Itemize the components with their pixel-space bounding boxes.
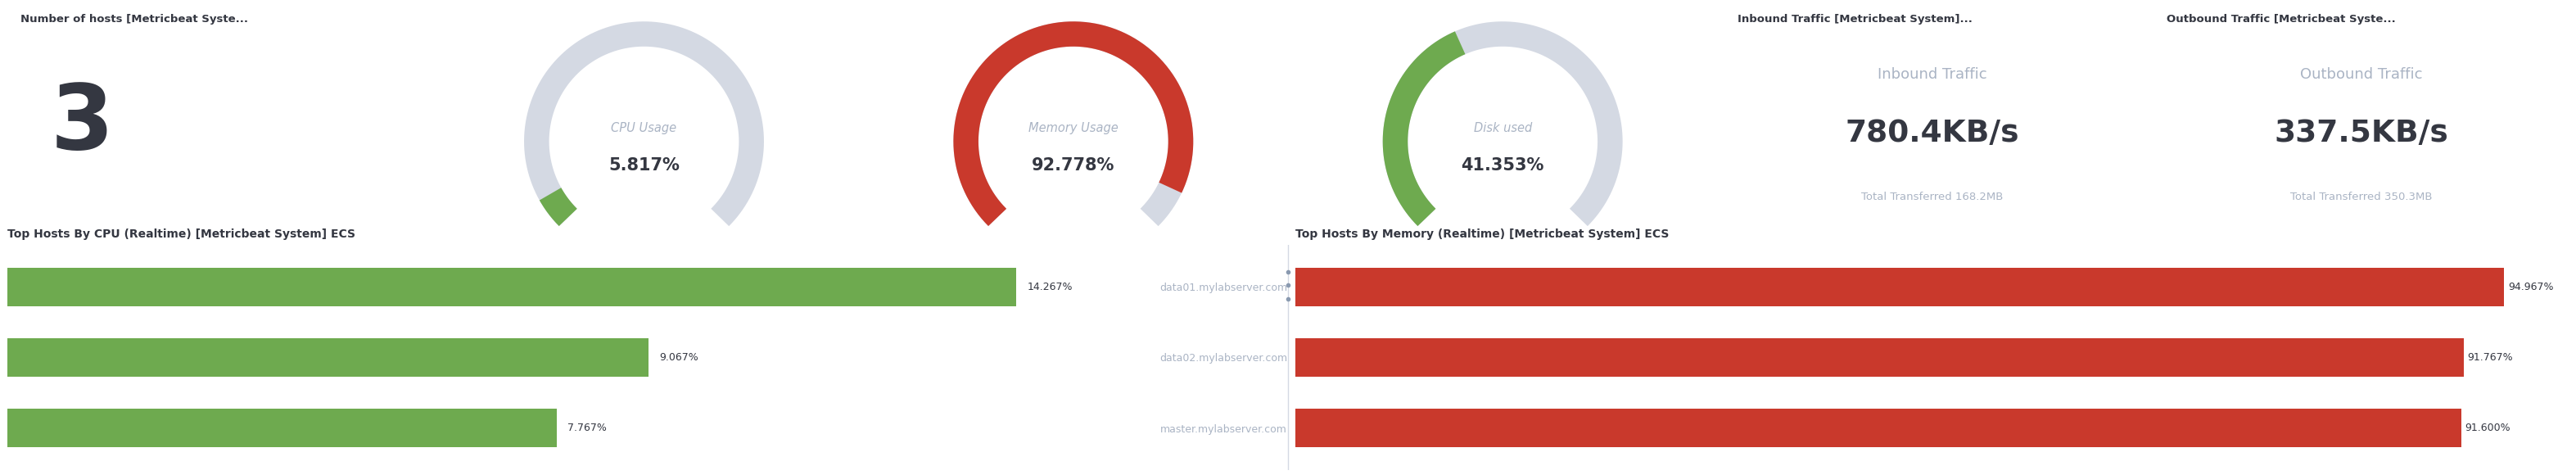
Text: Top Hosts By CPU (Realtime) [Metricbeat System] ECS: Top Hosts By CPU (Realtime) [Metricbeat … — [8, 228, 355, 240]
Text: 41.353%: 41.353% — [1461, 157, 1543, 173]
Text: 5.817%: 5.817% — [608, 157, 680, 173]
Text: Total Transferred 168.2MB: Total Transferred 168.2MB — [1860, 191, 2004, 202]
Bar — [8, 338, 649, 377]
Text: 91.600%: 91.600% — [2465, 423, 2512, 433]
Bar — [1296, 267, 2504, 306]
Text: 91.767%: 91.767% — [2468, 352, 2512, 363]
Text: Outbound Traffic: Outbound Traffic — [2300, 67, 2421, 82]
Bar — [1296, 338, 2463, 377]
Text: 7.767%: 7.767% — [567, 423, 605, 433]
Text: 337.5KB/s: 337.5KB/s — [2275, 119, 2447, 148]
Text: Memory Usage: Memory Usage — [1028, 123, 1118, 135]
Text: Number of hosts [Metricbeat Syste...: Number of hosts [Metricbeat Syste... — [21, 14, 247, 25]
Text: 92.778%: 92.778% — [1033, 157, 1115, 173]
Text: 780.4KB/s: 780.4KB/s — [1844, 119, 2020, 148]
Text: Disk used: Disk used — [1473, 123, 1533, 135]
Bar — [8, 267, 1018, 306]
Text: CPU Usage: CPU Usage — [611, 123, 677, 135]
Text: 94.967%: 94.967% — [2509, 282, 2553, 292]
Text: Inbound Traffic: Inbound Traffic — [1878, 67, 1986, 82]
Text: Total Transferred 350.3MB: Total Transferred 350.3MB — [2290, 191, 2432, 202]
Text: Top Hosts By Memory (Realtime) [Metricbeat System] ECS: Top Hosts By Memory (Realtime) [Metricbe… — [1296, 228, 1669, 240]
Text: Outbound Traffic [Metricbeat Syste...: Outbound Traffic [Metricbeat Syste... — [2166, 14, 2396, 25]
Text: 3: 3 — [52, 81, 113, 168]
Text: 14.267%: 14.267% — [1028, 282, 1072, 292]
Bar — [8, 408, 556, 447]
Text: 9.067%: 9.067% — [659, 352, 698, 363]
Text: Inbound Traffic [Metricbeat System]...: Inbound Traffic [Metricbeat System]... — [1736, 14, 1973, 25]
Bar — [1296, 408, 2463, 447]
